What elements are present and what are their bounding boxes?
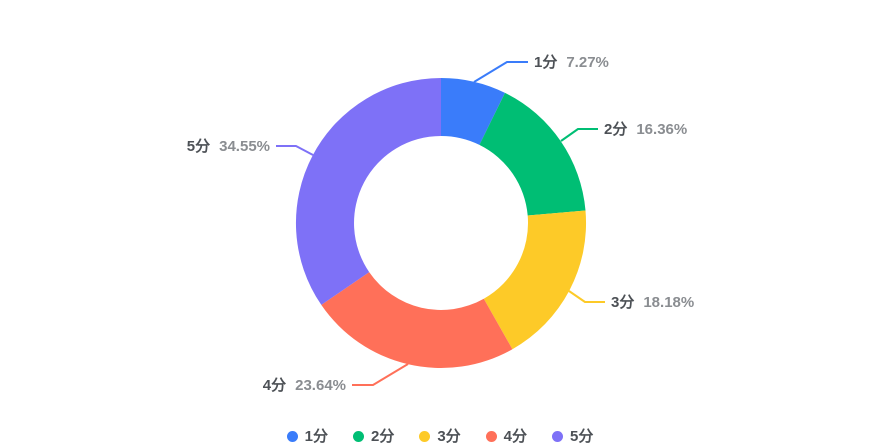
slice-label-4: 4分 23.64% [263, 377, 346, 394]
slice-label-name: 3分 [611, 294, 634, 311]
slice-label-value: 18.18% [643, 294, 694, 311]
donut-segment-5[interactable] [295, 77, 441, 305]
legend-label: 3分 [437, 428, 461, 445]
legend-swatch-icon [286, 431, 298, 442]
legend-label: 5分 [570, 428, 594, 445]
slice-label-1: 1分 7.27% [534, 54, 609, 71]
slice-label-value: 34.55% [219, 138, 270, 155]
legend-label: 4分 [503, 428, 528, 445]
donut-segment-3[interactable] [483, 210, 587, 350]
slice-label-5: 5分 34.55% [187, 138, 270, 155]
slice-label-3: 3分 18.18% [611, 294, 694, 311]
legend-swatch-icon [485, 431, 497, 442]
slice-label-name: 2分 [604, 121, 627, 138]
chart-legend: 1分 2分 3分 4分 5分 [0, 428, 880, 445]
slice-label-value: 23.64% [295, 377, 346, 394]
legend-swatch-icon [419, 431, 431, 442]
label-leader-line-2 [560, 128, 598, 142]
donut-segment-4[interactable] [321, 272, 513, 369]
legend-item-5[interactable]: 5分 [552, 428, 593, 445]
label-leader-line-5 [276, 145, 314, 156]
slice-label-name: 5分 [187, 138, 210, 155]
label-leader-line-4 [352, 363, 409, 386]
legend-label: 2分 [370, 428, 395, 445]
label-leader-line-1 [473, 61, 528, 83]
slice-label-value: 16.36% [636, 121, 687, 138]
legend-label: 1分 [304, 428, 328, 445]
label-leader-line-3 [568, 290, 605, 303]
donut-segment-2[interactable] [479, 92, 586, 216]
legend-item-4[interactable]: 4分 [485, 428, 528, 445]
slice-label-name: 1分 [534, 54, 557, 71]
slice-label-2: 2分 16.36% [604, 121, 687, 138]
donut-segment-1[interactable] [441, 78, 505, 145]
legend-item-1[interactable]: 1分 [286, 428, 328, 445]
slice-label-name: 4分 [263, 377, 286, 394]
legend-swatch-icon [552, 431, 564, 442]
legend-swatch-icon [352, 431, 364, 442]
slice-label-value: 7.27% [566, 54, 609, 71]
legend-item-2[interactable]: 2分 [352, 428, 395, 445]
legend-item-3[interactable]: 3分 [419, 428, 461, 445]
